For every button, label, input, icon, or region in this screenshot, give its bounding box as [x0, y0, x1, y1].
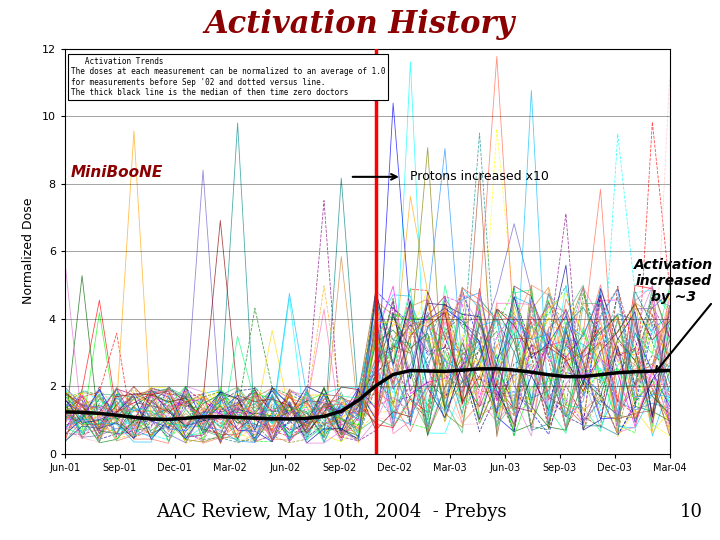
Text: AAC Review, May 10th, 2004  - Prebys: AAC Review, May 10th, 2004 - Prebys [156, 503, 506, 521]
Text: 10: 10 [680, 503, 703, 521]
Text: Activation
increased
by ~3: Activation increased by ~3 [634, 258, 713, 304]
Y-axis label: Normalized Dose: Normalized Dose [22, 198, 35, 305]
Text: MiniBooNE: MiniBooNE [71, 165, 163, 180]
Text: Activation Trends
The doses at each measurement can be normalized to an average : Activation Trends The doses at each meas… [71, 57, 385, 97]
Text: Protons increased x10: Protons increased x10 [410, 170, 549, 184]
Text: Activation History: Activation History [204, 9, 516, 40]
